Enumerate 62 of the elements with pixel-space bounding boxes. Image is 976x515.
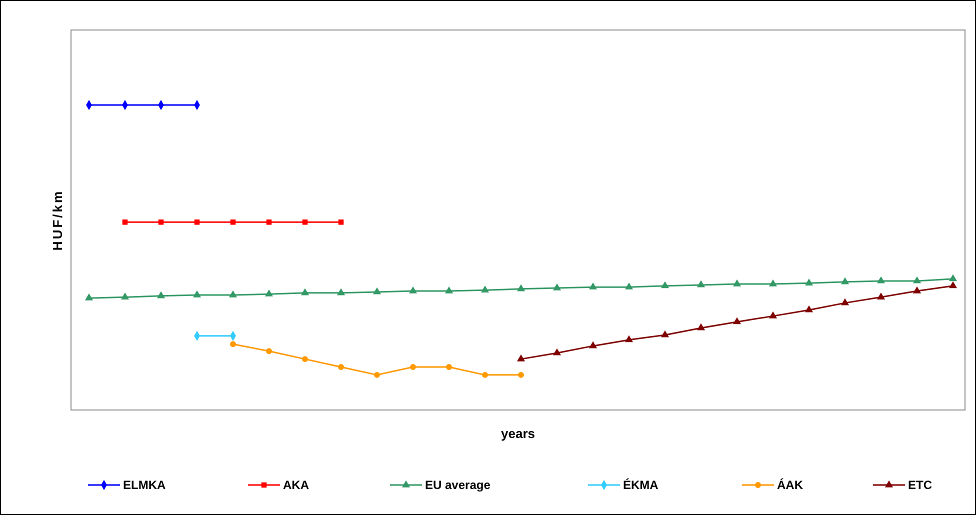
point — [338, 219, 344, 225]
point — [552, 283, 562, 290]
point — [228, 290, 238, 298]
point — [264, 289, 274, 296]
point — [804, 305, 814, 312]
point — [194, 219, 200, 225]
legend-label: ÁAK — [777, 478, 804, 492]
point — [768, 279, 778, 286]
point — [302, 219, 308, 225]
point — [552, 348, 562, 356]
x-axis-title: years — [501, 426, 535, 441]
point — [948, 274, 958, 282]
point — [624, 282, 634, 290]
point — [948, 281, 958, 288]
point — [660, 330, 670, 338]
point — [482, 372, 488, 378]
point — [84, 293, 94, 300]
point — [192, 290, 202, 298]
point — [732, 317, 742, 324]
point — [876, 292, 886, 300]
legend-label: ETC — [908, 478, 932, 492]
point — [156, 291, 166, 298]
point — [300, 288, 310, 296]
point — [410, 364, 416, 370]
point — [266, 348, 272, 354]
legend-label: AKA — [283, 478, 310, 492]
point — [446, 364, 452, 370]
point — [374, 372, 380, 378]
point — [876, 276, 886, 284]
point — [840, 298, 850, 306]
point — [230, 341, 236, 348]
point — [768, 311, 778, 318]
point — [408, 286, 418, 294]
legend-label: ÉKMA — [623, 478, 659, 492]
point — [122, 219, 128, 225]
point — [230, 219, 236, 225]
point — [516, 354, 526, 362]
point — [732, 279, 742, 286]
point — [624, 335, 634, 342]
point — [588, 341, 598, 348]
point — [912, 286, 922, 294]
point — [804, 278, 814, 286]
point — [696, 280, 706, 288]
point — [266, 219, 272, 225]
point — [480, 285, 490, 292]
point — [518, 372, 524, 378]
point — [120, 292, 130, 300]
point — [840, 277, 850, 284]
point — [912, 276, 922, 284]
point — [588, 282, 598, 290]
point — [516, 284, 526, 292]
y-axis-title: HUF/km — [50, 189, 65, 251]
point — [372, 287, 382, 294]
point — [302, 356, 308, 362]
point — [444, 286, 454, 294]
point — [660, 281, 670, 288]
point — [336, 288, 346, 296]
legend-label: EU average — [425, 478, 491, 492]
point — [158, 219, 164, 225]
point — [696, 323, 706, 330]
point — [338, 364, 344, 370]
legend-label: ELMKA — [123, 478, 166, 492]
